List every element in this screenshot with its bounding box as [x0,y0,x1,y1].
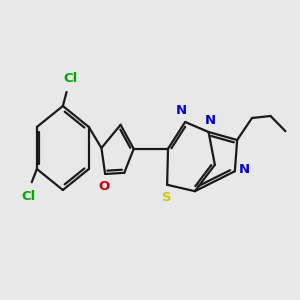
Text: N: N [176,103,187,116]
Text: Cl: Cl [63,71,77,85]
Text: S: S [162,191,172,204]
Text: N: N [204,113,216,127]
Text: Cl: Cl [21,190,35,203]
Text: N: N [238,163,250,176]
Text: O: O [98,180,109,193]
